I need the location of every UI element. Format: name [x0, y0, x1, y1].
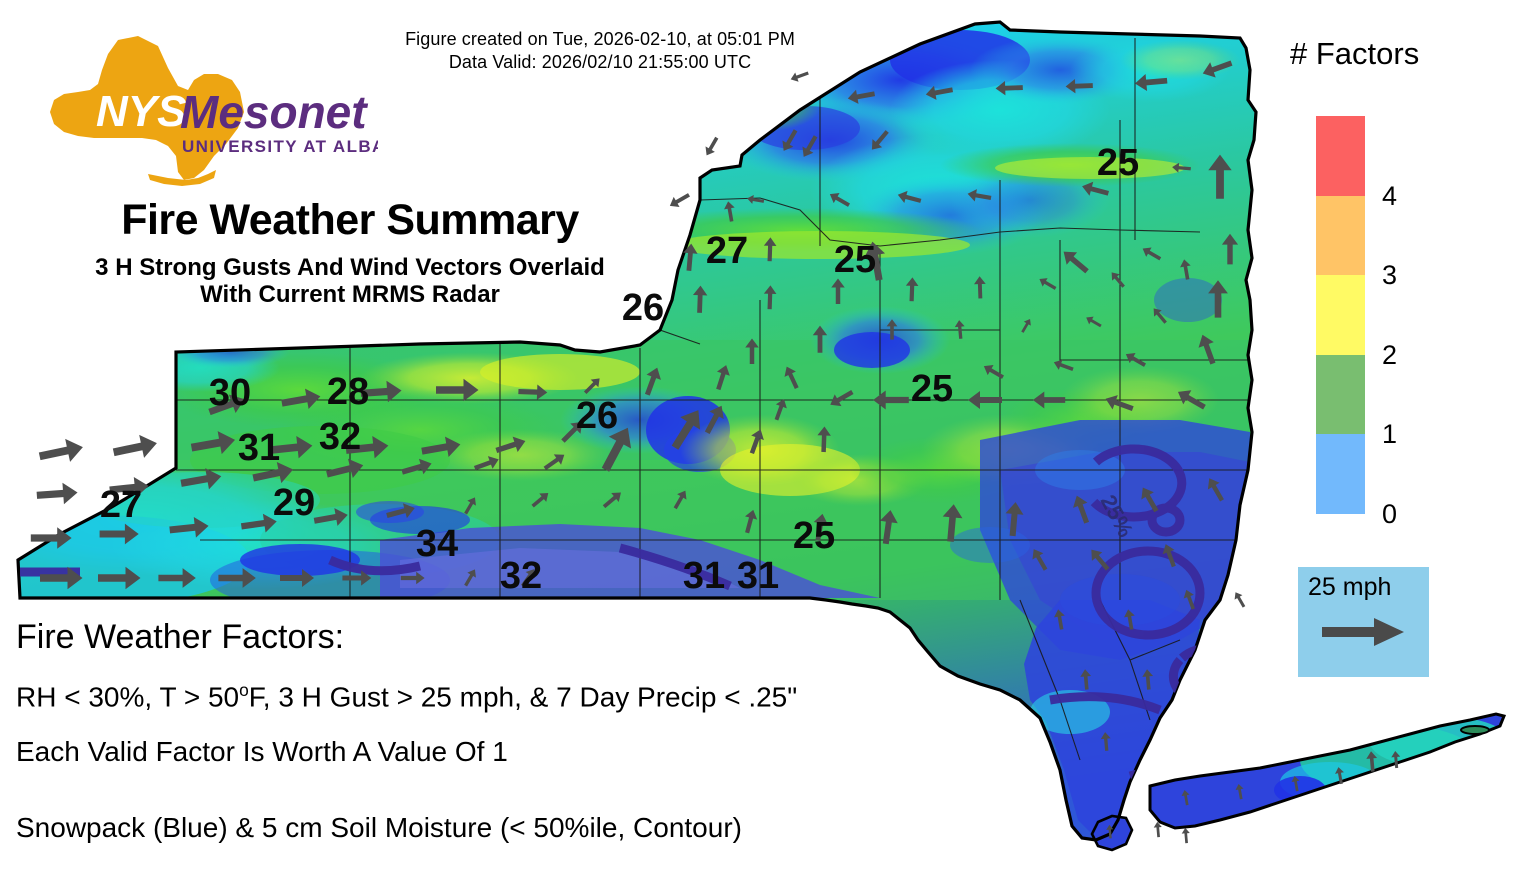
gust-label: 28 [327, 371, 369, 413]
wind-vector-legend: 25 mph [1298, 567, 1429, 677]
page-title: Fire Weather Summary [121, 196, 579, 244]
subtitle-line-1: 3 H Strong Gusts And Wind Vectors Overla… [95, 254, 605, 281]
criteria-suffix: F, 3 H Gust > 25 mph, & 7 Day Precip < .… [248, 681, 798, 713]
ny-state-silhouette [50, 36, 244, 180]
logo-nys-text: NYS [96, 87, 186, 136]
subtitle-line-2: With Current MRMS Radar [200, 281, 500, 308]
gust-label: 31 [683, 555, 725, 597]
figure-timestamps: Figure created on Tue, 2026-02-10, at 05… [350, 28, 850, 74]
map-fill-staten-island [1092, 816, 1132, 850]
block-island [1460, 725, 1490, 735]
long-island-silhouette [148, 170, 216, 186]
wind-arrow-icon [1322, 618, 1404, 646]
colorbar-band-4 [1316, 116, 1365, 196]
colorbar-tick-0: 0 [1382, 499, 1398, 529]
gust-label: 25 [793, 515, 835, 557]
gust-label: 27 [100, 484, 142, 526]
criteria-prefix: RH < 30%, T > 50 [16, 681, 240, 713]
colorbar-band-1 [1316, 354, 1365, 435]
gust-label: 30 [209, 372, 251, 414]
gust-label: 25 [1097, 142, 1139, 184]
gust-label: 29 [273, 482, 315, 524]
snowpack-soil-moisture-note: Snowpack (Blue) & 5 cm Soil Moisture (< … [16, 812, 742, 843]
gust-label: 32 [319, 416, 361, 458]
soil-moisture-contours [20, 444, 1252, 781]
gust-label: 31 [737, 555, 779, 597]
fire-weather-factors-heading: Fire Weather Factors: [16, 618, 345, 656]
gust-label: 31 [238, 427, 280, 469]
factors-colorbar [1316, 116, 1365, 514]
gust-label: 32 [500, 555, 542, 597]
colorbar-band-0 [1316, 434, 1365, 514]
staten-island-outline [1090, 814, 1134, 852]
colorbar-tick-4: 4 [1382, 180, 1398, 211]
colorbar-tick-labels: 4 3 2 1 0 [1382, 116, 1442, 527]
figure-created-text: Figure created on Tue, 2026-02-10, at 05… [405, 29, 795, 49]
long-island-outline [1148, 712, 1507, 830]
gust-label: 26 [576, 395, 618, 437]
fire-weather-factors-criteria: RH < 30%, T > 50oF, 3 H Gust > 25 mph, &… [16, 680, 797, 713]
colorbar-tick-1: 1 [1382, 419, 1398, 450]
colorbar-title: # Factors [1290, 36, 1420, 71]
colorbar-tick-3: 3 [1382, 260, 1398, 291]
wind-legend-speed-label: 25 mph [1308, 573, 1392, 601]
data-valid-text: Data Valid: 2026/02/10 21:55:00 UTC [448, 52, 752, 72]
logo-university-text: UNIVERSITY AT ALBANY [182, 137, 378, 156]
colorbar-tick-2: 2 [1382, 339, 1398, 370]
logo-mesonet-text: Mesonet [180, 86, 368, 138]
contour-label-25pct: 25% [1096, 491, 1139, 542]
gust-label: 25 [911, 368, 953, 410]
factor-value-note: Each Valid Factor Is Worth A Value Of 1 [16, 736, 508, 767]
gust-label: 25 [834, 239, 876, 281]
colorbar-band-3 [1316, 195, 1365, 276]
nys-mesonet-logo: NYS Mesonet UNIVERSITY AT ALBANY [18, 28, 378, 188]
gust-label: 27 [706, 230, 748, 272]
page-subtitle: 3 H Strong Gusts And Wind Vectors Overla… [10, 254, 690, 308]
map-fill-long-island [1150, 714, 1504, 828]
gust-label: 34 [416, 523, 458, 565]
degree-symbol: o [239, 680, 249, 700]
colorbar-band-2 [1316, 275, 1365, 355]
